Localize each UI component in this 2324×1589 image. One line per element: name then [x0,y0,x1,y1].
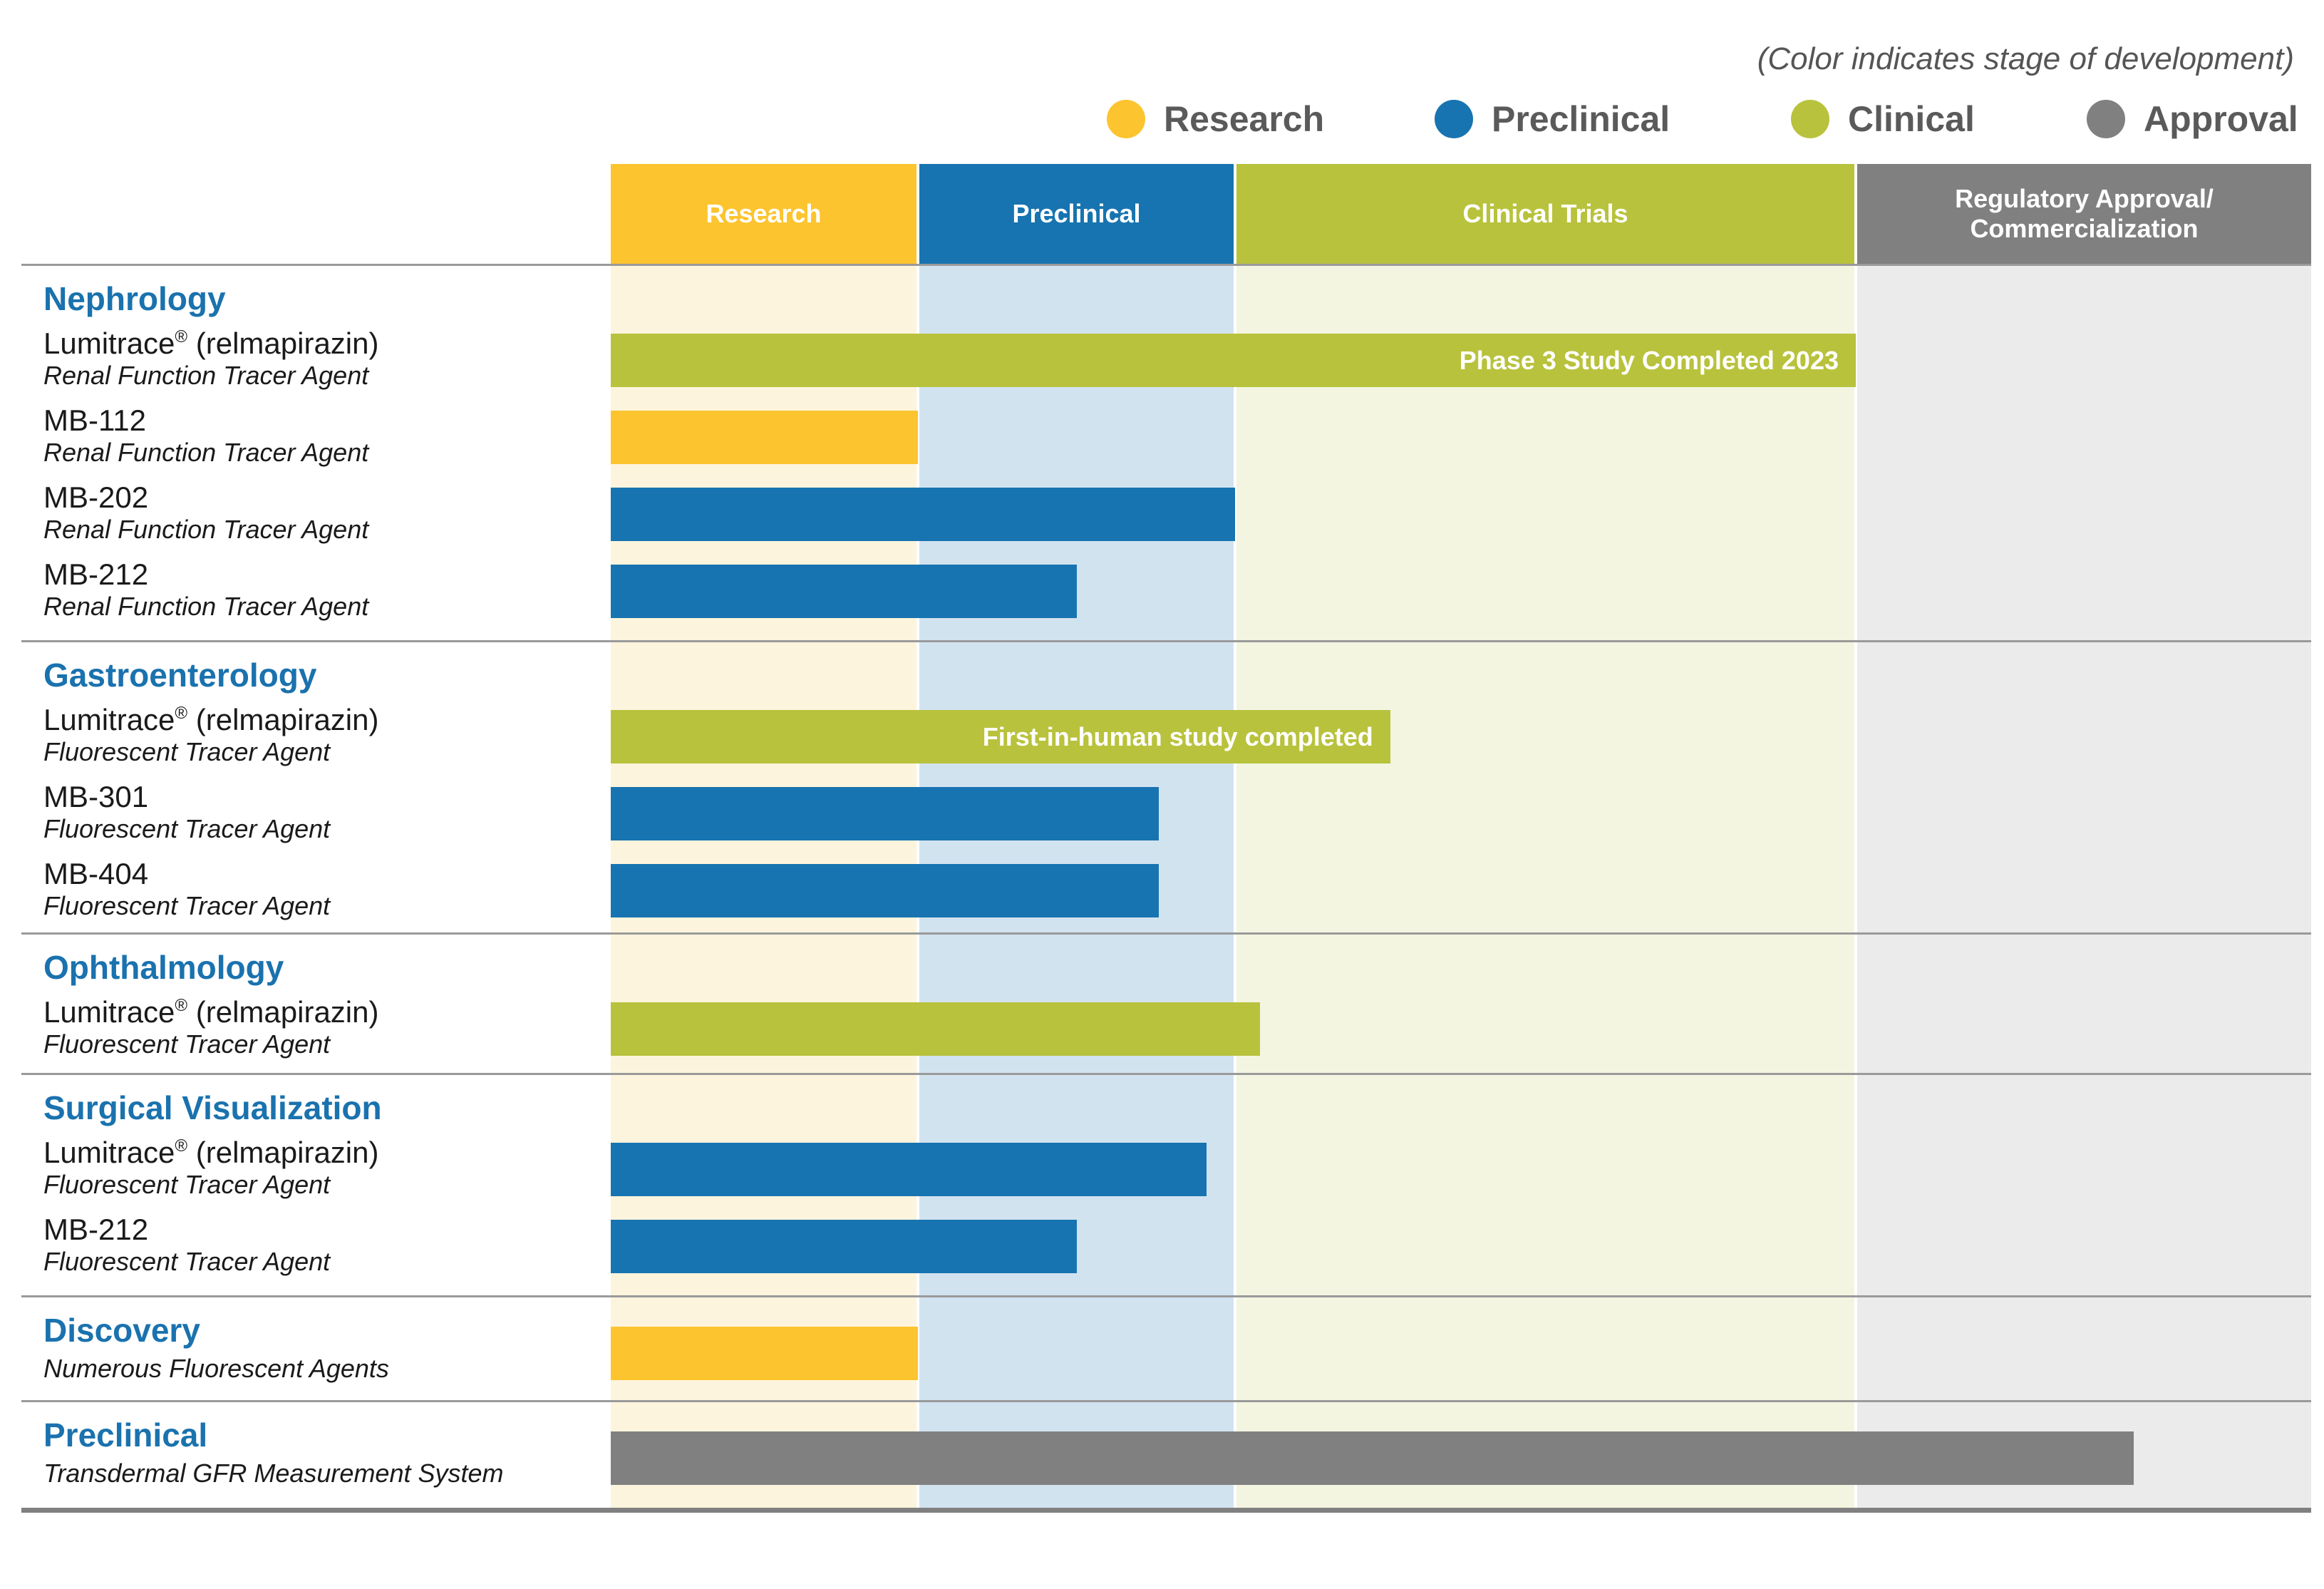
stage-bg-clinical [1236,264,1854,1510]
legend-swatch [1435,100,1473,138]
registered-mark: ® [175,704,188,723]
progress-bar-preclinical [611,565,1077,618]
registered-mark: ® [175,996,188,1015]
legend-swatch [1107,100,1145,138]
category-label: Nephrology [43,280,226,317]
progress-bar-clinical: First-in-human study completed [611,710,1390,763]
progress-bar-research [611,1327,918,1380]
progress-bar-preclinical [611,1220,1077,1273]
program-name: MB-404 [43,857,149,890]
legend-item-research: Research [1107,94,1324,144]
progress-bar-preclinical [611,1143,1207,1196]
program-subtitle: Fluorescent Tracer Agent [43,1247,331,1276]
legend-swatch [2087,100,2125,138]
program-name: Lumitrace® (relmapirazin) [43,703,379,736]
progress-bar-preclinical [611,488,1235,541]
program-name: MB-301 [43,780,149,813]
divider-top [21,264,2311,266]
stage-header-research: Research [611,164,916,264]
program-subtitle: Renal Function Tracer Agent [43,592,369,621]
program-subtitle: Transdermal GFR Measurement System [43,1459,504,1488]
program-subtitle: Fluorescent Tracer Agent [43,1029,331,1059]
legend-label: Approval [2144,99,2298,139]
progress-bar-research [611,411,918,464]
program-subtitle: Renal Function Tracer Agent [43,438,369,467]
bar-label: First-in-human study completed [982,721,1373,751]
program-subtitle: Renal Function Tracer Agent [43,515,369,544]
legend-label: Preclinical [1492,99,1670,139]
stage-header-clinical: Clinical Trials [1236,164,1854,264]
category-label: Ophthalmology [43,949,284,986]
program-name: MB-212 [43,1213,149,1246]
program-subtitle: Fluorescent Tracer Agent [43,814,331,843]
program-name: MB-202 [43,480,149,514]
progress-bar-clinical: Phase 3 Study Completed 2023 [611,334,1856,387]
legend-label: Research [1164,99,1325,139]
category-label: Discovery [43,1312,200,1349]
registered-mark: ® [175,1136,188,1156]
legend-label: Clinical [1848,99,1975,139]
divider [21,640,2311,642]
legend-item-approval: Approval [2087,94,2298,144]
divider [21,1295,2311,1297]
category-label: Gastroenterology [43,657,317,694]
bar-label: Phase 3 Study Completed 2023 [1459,345,1839,375]
progress-bar-clinical [611,1002,1260,1056]
progress-bar-preclinical [611,787,1160,840]
divider [21,1400,2311,1402]
program-subtitle: Renal Function Tracer Agent [43,361,369,390]
legend-item-clinical: Clinical [1791,94,1975,144]
program-name: Lumitrace® (relmapirazin) [43,326,379,360]
program-name: MB-112 [43,403,146,437]
stage-color-note: (Color indicates stage of development) [1757,41,2294,76]
progress-bar-preclinical [611,864,1160,917]
legend-swatch [1791,100,1829,138]
category-label: Preclinical [43,1416,208,1454]
program-subtitle: Fluorescent Tracer Agent [43,891,331,920]
registered-mark: ® [175,327,188,346]
program-name: Lumitrace® (relmapirazin) [43,995,379,1029]
program-name: Lumitrace® (relmapirazin) [43,1136,379,1169]
legend-item-preclinical: Preclinical [1435,94,1670,144]
program-subtitle: Numerous Fluorescent Agents [43,1354,389,1383]
program-subtitle: Fluorescent Tracer Agent [43,737,331,766]
divider [21,932,2311,935]
stage-header-approval: Regulatory Approval/Commercialization [1857,164,2311,264]
divider [21,1508,2311,1513]
program-subtitle: Fluorescent Tracer Agent [43,1170,331,1199]
category-label: Surgical Visualization [43,1089,382,1126]
progress-bar-approval [611,1431,2134,1485]
stage-bg-approval [1857,264,2311,1510]
stage-header-preclinical: Preclinical [919,164,1234,264]
program-name: MB-212 [43,557,149,591]
divider [21,1073,2311,1075]
